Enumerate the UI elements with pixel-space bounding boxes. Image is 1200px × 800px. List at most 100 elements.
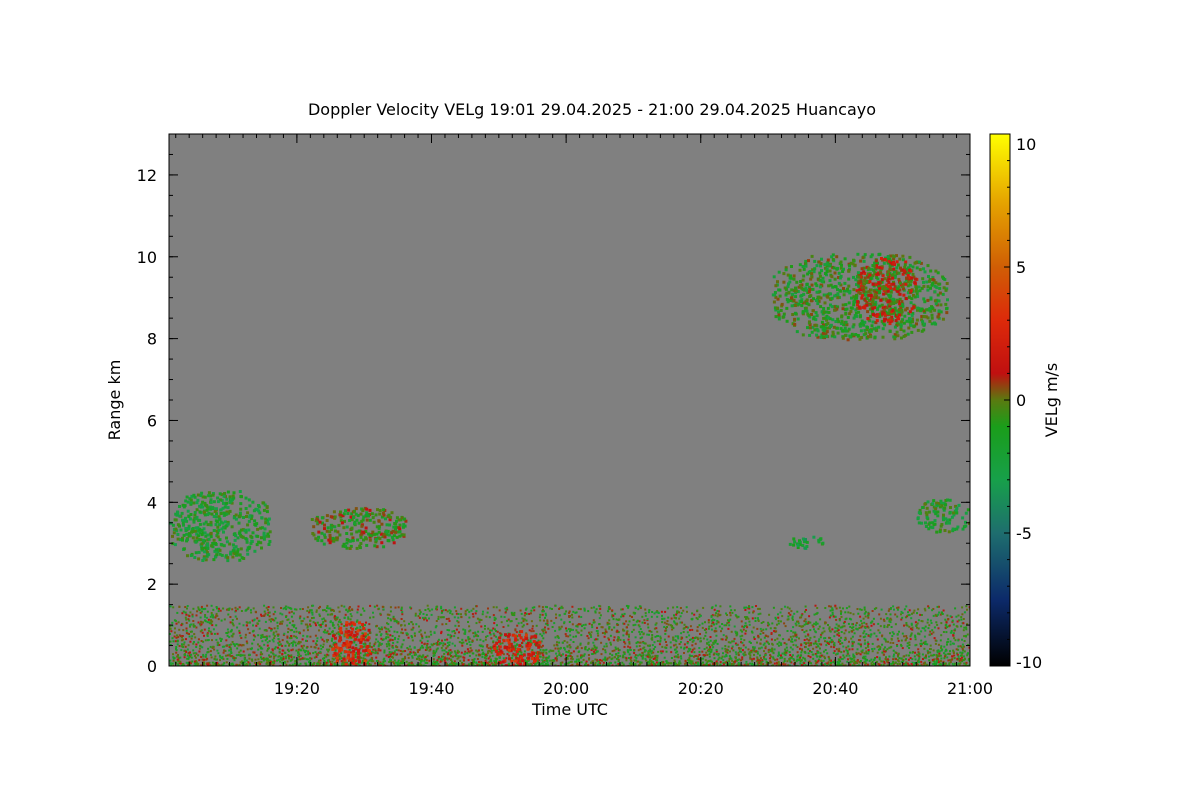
echo-pixel xyxy=(686,626,689,629)
echo-pixel xyxy=(871,610,874,612)
echo-pixel xyxy=(214,554,218,558)
echo-pixel xyxy=(279,660,282,663)
echo-pixel xyxy=(693,613,696,616)
echo-pixel xyxy=(787,291,791,295)
echo-pixel xyxy=(466,642,469,645)
echo-pixel xyxy=(794,295,798,299)
echo-pixel xyxy=(268,540,272,543)
echo-pixel xyxy=(345,525,349,529)
echo-pixel xyxy=(855,294,859,298)
echo-pixel xyxy=(826,258,830,262)
echo-pixel xyxy=(294,635,297,638)
echo-pixel xyxy=(225,497,229,501)
echo-pixel xyxy=(856,662,859,665)
echo-pixel xyxy=(680,632,683,635)
echo-pixel xyxy=(923,300,927,304)
echo-pixel xyxy=(350,518,354,522)
echo-pixel xyxy=(267,543,271,546)
echo-pixel xyxy=(480,625,483,628)
echo-pixel xyxy=(522,624,525,627)
echo-pixel xyxy=(930,306,934,310)
echo-pixel xyxy=(321,521,324,525)
echo-pixel xyxy=(931,609,934,612)
echo-pixel xyxy=(635,645,638,648)
echo-pixel xyxy=(333,525,337,529)
echo-pixel xyxy=(481,613,484,616)
echo-pixel xyxy=(429,630,432,633)
echo-pixel xyxy=(623,622,626,625)
echo-pixel xyxy=(326,661,329,664)
echo-pixel xyxy=(849,261,853,265)
echo-pixel xyxy=(169,627,172,630)
echo-pixel xyxy=(920,318,924,322)
echo-pixel xyxy=(373,605,376,608)
echo-pixel xyxy=(808,662,811,665)
echo-pixel xyxy=(609,641,612,644)
echo-pixel xyxy=(869,277,873,281)
echo-pixel xyxy=(782,272,786,276)
echo-pixel xyxy=(968,606,970,609)
echo-pixel xyxy=(927,275,930,278)
echo-pixel xyxy=(281,661,284,664)
echo-pixel xyxy=(923,635,926,638)
echo-pixel xyxy=(826,316,830,320)
echo-pixel xyxy=(681,621,683,624)
echo-pixel xyxy=(274,654,277,657)
echo-pixel xyxy=(951,619,954,622)
echo-pixel xyxy=(243,529,247,533)
echo-pixel xyxy=(192,652,195,655)
echo-pixel xyxy=(627,606,630,609)
echo-pixel xyxy=(329,645,331,648)
echo-pixel xyxy=(219,664,222,666)
echo-pixel xyxy=(650,652,653,655)
echo-pixel xyxy=(866,326,869,329)
echo-pixel xyxy=(858,288,862,292)
echo-pixel xyxy=(921,277,925,281)
echo-pixel xyxy=(491,654,494,657)
echo-pixel xyxy=(328,533,332,537)
echo-pixel xyxy=(357,605,360,608)
echo-pixel xyxy=(677,653,679,656)
echo-pixel xyxy=(306,625,309,628)
echo-pixel xyxy=(932,631,935,634)
echo-pixel xyxy=(276,625,279,627)
echo-pixel xyxy=(185,538,189,542)
echo-pixel xyxy=(777,616,780,619)
echo-pixel xyxy=(831,258,835,261)
echo-pixel xyxy=(192,649,195,652)
echo-pixel xyxy=(265,510,269,514)
echo-pixel xyxy=(287,650,290,653)
echo-pixel xyxy=(942,508,946,512)
echo-pixel xyxy=(181,643,183,646)
echo-pixel xyxy=(911,272,915,276)
echo-pixel xyxy=(942,276,945,280)
echo-pixel xyxy=(874,321,878,325)
echo-pixel xyxy=(911,658,914,661)
echo-pixel xyxy=(824,640,826,643)
echo-pixel xyxy=(364,634,367,637)
echo-pixel xyxy=(810,330,814,334)
echo-pixel xyxy=(535,633,538,636)
echo-pixel xyxy=(901,285,905,289)
echo-pixel xyxy=(863,639,866,642)
echo-pixel xyxy=(588,658,590,661)
echo-pixel xyxy=(199,538,203,542)
echo-pixel xyxy=(377,647,380,650)
echo-pixel xyxy=(302,629,305,632)
echo-pixel xyxy=(383,535,387,539)
echo-pixel xyxy=(216,649,219,652)
echo-pixel xyxy=(273,637,276,640)
echo-pixel xyxy=(903,635,905,638)
echo-pixel xyxy=(896,663,899,665)
echo-pixel xyxy=(799,280,803,283)
echo-pixel xyxy=(659,639,662,642)
echo-mid-cloud-left xyxy=(169,490,272,563)
echo-pixel xyxy=(749,662,752,665)
echo-pixel xyxy=(195,532,199,536)
echo-pixel xyxy=(825,334,829,338)
echo-pixel xyxy=(379,662,382,665)
echo-pixel xyxy=(889,307,893,311)
echo-pixel xyxy=(789,276,793,280)
echo-pixel xyxy=(779,663,782,666)
echo-pixel xyxy=(513,611,516,614)
